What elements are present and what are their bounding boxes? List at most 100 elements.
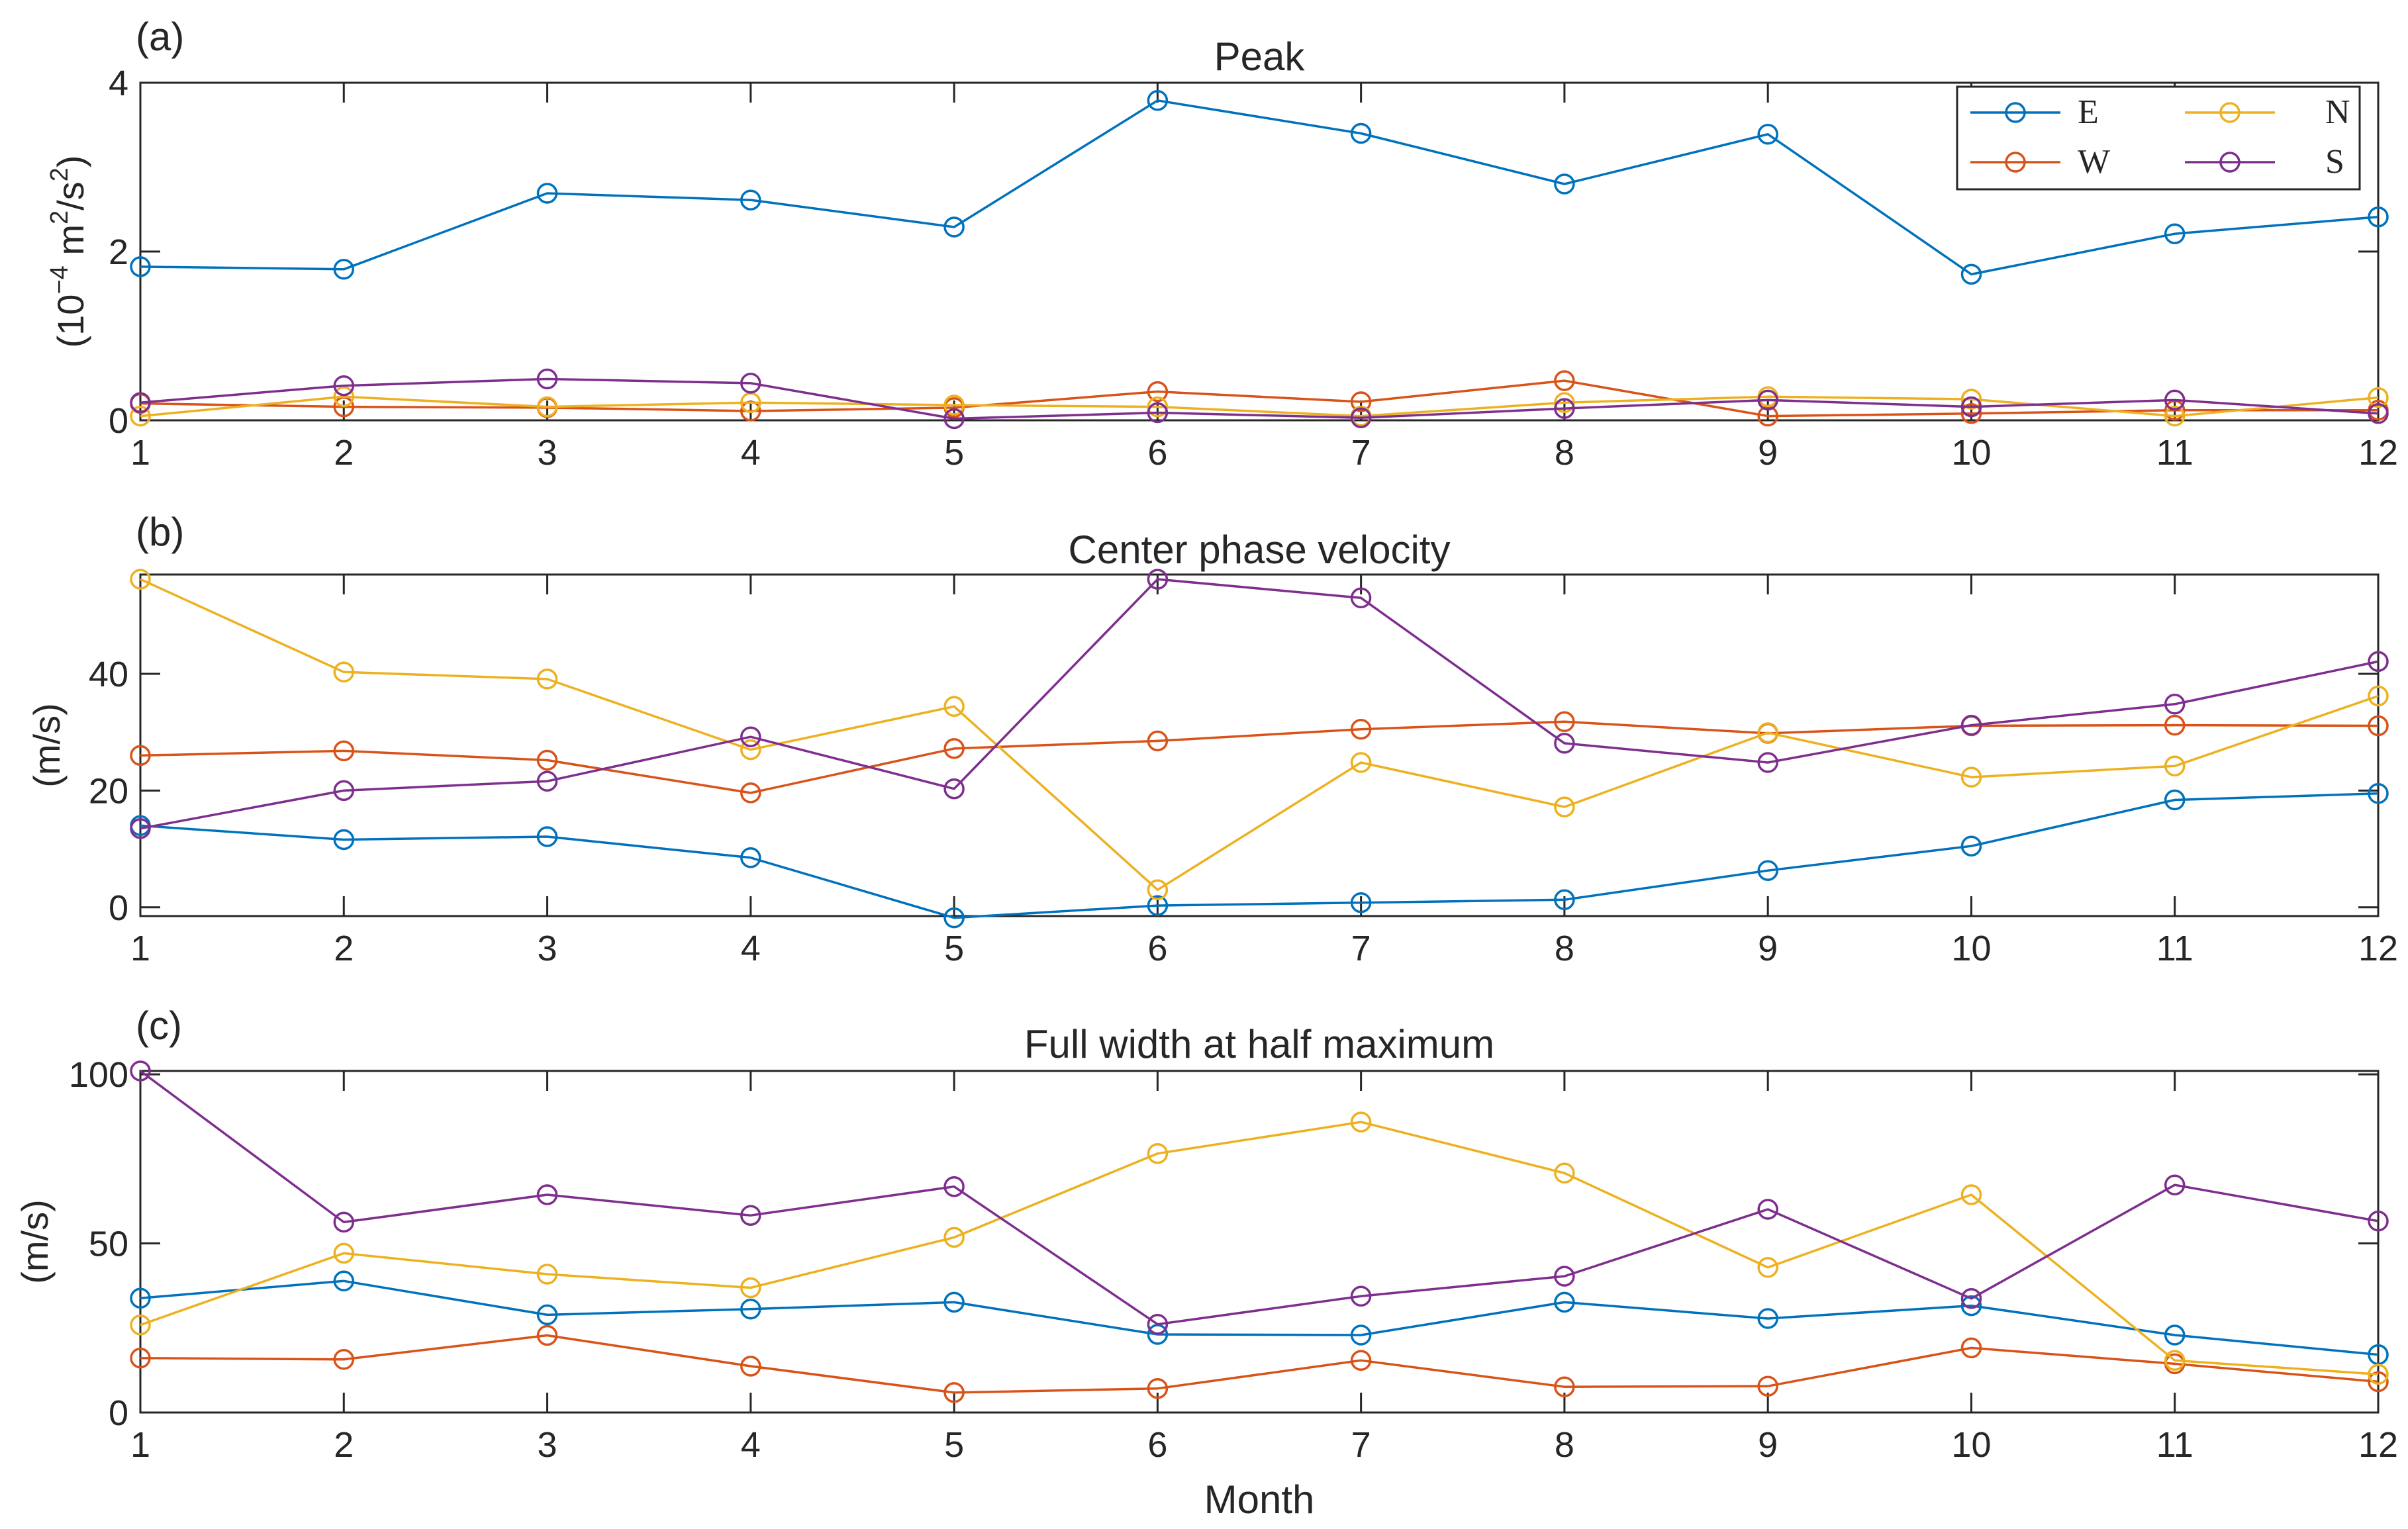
legend-entry-n: N [2185,93,2350,131]
y-tick-label-fwhm-50: 50 [89,1225,128,1264]
marker-fwhm-e-10 [1960,1295,1982,1317]
marker-fwhm-s-8 [1554,1266,1575,1287]
marker-center-phase-velocity-s-5 [943,778,965,800]
marker-center-phase-velocity-w-2 [333,740,355,762]
marker-peak-s-2 [333,375,355,396]
marker-fwhm-n-7 [1350,1111,1372,1133]
x-tick-label-fwhm-2: 2 [334,1425,354,1465]
marker-fwhm-n-11 [2164,1350,2186,1371]
marker-fwhm-n-12 [2368,1364,2389,1385]
x-tick-label-center-phase-velocity-9: 9 [1758,929,1778,968]
marker-peak-e-2 [333,259,355,280]
x-tick-label-fwhm-8: 8 [1555,1425,1574,1465]
marker-fwhm-w-5 [943,1382,965,1403]
series-line-center-phase-velocity-w [140,720,2379,794]
marker-peak-n-10 [1960,389,1982,410]
marker-peak-e-4 [740,189,761,210]
marker-center-phase-velocity-n-2 [333,661,355,683]
marker-center-phase-velocity-e-2 [333,829,355,851]
marker-peak-n-8 [1554,392,1575,413]
marker-center-phase-velocity-w-11 [2164,714,2186,736]
panel-peak: (a) Peak (10−4 m2/s2) 1 2 3 4 5 6 7 8 9 10 11 12024… [46,15,2398,473]
marker-peak-n-5 [943,394,965,416]
marker-peak-e-12 [2368,206,2389,228]
y-tick-label-fwhm-0: 0 [109,1393,128,1433]
x-tick-label-center-phase-velocity-4: 4 [741,929,761,968]
marker-center-phase-velocity-s-11 [2164,694,2186,715]
x-tick-label-center-phase-velocity-6: 6 [1147,929,1167,968]
x-tick-label-center-phase-velocity-8: 8 [1555,929,1574,968]
marker-fwhm-e-3 [536,1304,558,1326]
marker-fwhm-e-2 [333,1270,355,1292]
marker-peak-s-5 [943,408,965,430]
panel-label-a: (a) [136,15,184,59]
marker-fwhm-n-10 [1960,1184,1982,1205]
x-tick-label-fwhm-7: 7 [1351,1425,1371,1465]
series-line-fwhm-w [140,1334,2379,1394]
x-tick-label-fwhm-11: 11 [2156,1425,2193,1465]
x-tick-label-peak-4: 4 [741,433,761,473]
marker-peak-s-10 [1960,396,1982,418]
marker-fwhm-w-4 [740,1356,761,1377]
x-tick-label-peak-12: 12 [2358,433,2398,473]
marker-fwhm-s-11 [2164,1174,2186,1195]
x-tick-label-peak-2: 2 [334,433,354,473]
marker-center-phase-velocity-s-6 [1147,569,1169,590]
legend-marker-s [2219,152,2240,173]
x-tick-label-center-phase-velocity-11: 11 [2156,929,2193,968]
marker-center-phase-velocity-e-4 [740,847,761,868]
marker-peak-e-1 [130,256,151,277]
marker-peak-s-6 [1147,402,1169,424]
marker-center-phase-velocity-w-12 [2368,715,2389,737]
marker-center-phase-velocity-w-5 [943,738,965,759]
marker-peak-s-4 [740,373,761,394]
marker-peak-s-11 [2164,389,2186,411]
marker-center-phase-velocity-e-11 [2164,789,2186,811]
marker-fwhm-w-8 [1554,1376,1575,1397]
marker-peak-n-1 [130,405,151,427]
x-tick-label-fwhm-6: 6 [1147,1425,1167,1465]
x-axis-label: Month [1204,1477,1315,1522]
y-tick-label-fwhm-100: 100 [69,1055,128,1095]
marker-fwhm-n-8 [1554,1162,1575,1184]
marker-center-phase-velocity-e-9 [1757,860,1778,881]
y-tick-label-center-phase-velocity-20: 20 [89,771,128,811]
marker-fwhm-s-10 [1960,1288,1982,1309]
x-tick-label-peak-1: 1 [130,433,150,473]
legend-marker-n [2219,102,2240,123]
marker-peak-n-2 [333,386,355,408]
x-tick-label-peak-8: 8 [1555,433,1574,473]
marker-peak-s-1 [130,392,151,413]
marker-center-phase-velocity-s-8 [1554,733,1575,754]
marker-fwhm-n-4 [740,1277,761,1299]
marker-peak-e-6 [1147,90,1169,111]
x-tick-label-peak-5: 5 [944,433,964,473]
x-tick-label-fwhm-12: 12 [2358,1425,2398,1465]
panel-label-c: (c) [136,1003,182,1048]
x-tick-label-center-phase-velocity-3: 3 [538,929,557,968]
series-line-peak-s [140,377,2379,420]
series-line-fwhm-e [140,1279,2379,1356]
x-tick-label-fwhm-1: 1 [130,1425,150,1465]
marker-peak-w-8 [1554,370,1575,391]
marker-fwhm-e-8 [1554,1291,1575,1313]
marker-fwhm-w-9 [1757,1375,1778,1397]
marker-fwhm-s-9 [1757,1199,1778,1220]
marker-center-phase-velocity-w-1 [130,745,151,766]
x-tick-label-peak-3: 3 [538,433,557,473]
marker-peak-e-10 [1960,263,1982,285]
marker-fwhm-s-3 [536,1184,558,1205]
ylabel-fwhm: (m/s) [14,1199,56,1284]
marker-center-phase-velocity-n-3 [536,669,558,690]
legend-marker-e [2005,102,2026,123]
marker-peak-n-11 [2164,405,2186,427]
legend: E N W S [1956,85,2361,191]
marker-peak-e-3 [536,183,558,204]
marker-fwhm-e-1 [130,1287,151,1309]
y-tick-label-peak-0: 0 [109,401,128,441]
marker-center-phase-velocity-e-10 [1960,835,1982,857]
marker-fwhm-n-3 [536,1264,558,1285]
